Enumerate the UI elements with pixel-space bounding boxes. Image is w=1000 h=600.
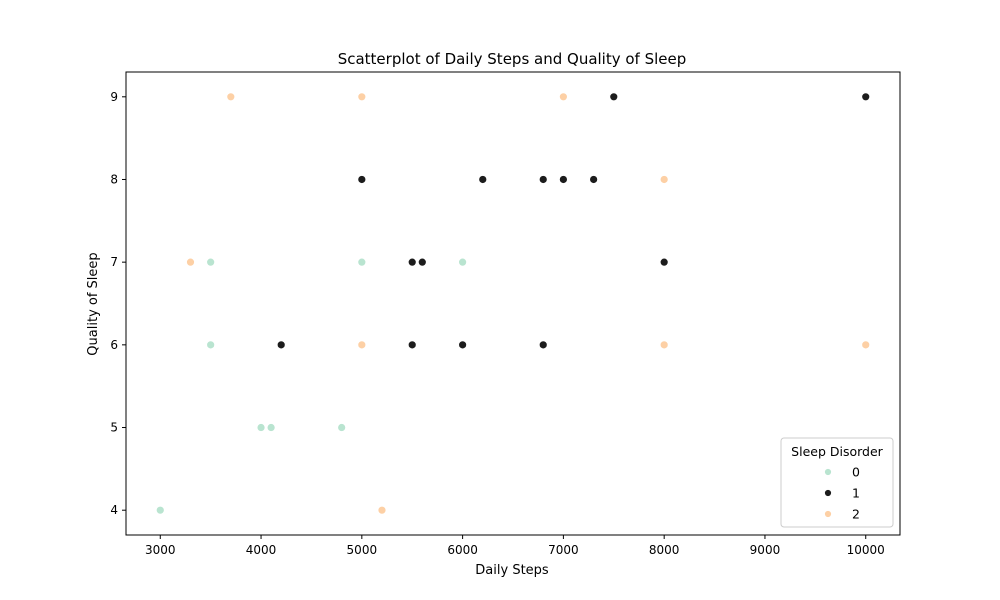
legend-entry-0: 0 — [852, 465, 860, 480]
legend-entry-1: 1 — [852, 486, 860, 501]
y-tick-label: 4 — [110, 503, 118, 517]
legend-marker-0 — [824, 468, 832, 476]
x-tick-label: 3000 — [145, 543, 176, 557]
x-tick-label: 8000 — [649, 543, 680, 557]
scatter-point-series-1 — [538, 175, 548, 184]
scatter-point-series-2 — [226, 92, 236, 102]
scatter-point-series-1 — [407, 340, 417, 350]
scatter-point-series-1 — [407, 257, 417, 267]
scatter-point-series-0 — [155, 505, 165, 515]
plot-area: 3000 4000 5000 6000 7000 8000 9000 10000 4 5 6 7 8 9 — [110, 71, 901, 557]
scatter-point-series-1 — [538, 340, 548, 350]
scatter-point-series-1 — [417, 257, 427, 267]
x-tick-label: 10000 — [847, 543, 885, 557]
x-axis-label: Daily Steps — [475, 563, 549, 578]
scatter-point-series-2 — [186, 257, 195, 267]
legend-box — [780, 437, 894, 528]
scatter-point-series-2 — [357, 92, 367, 102]
scatter-point-series-1 — [357, 175, 367, 184]
x-tick-label: 7000 — [548, 543, 579, 557]
scatter-point-series-2 — [861, 340, 871, 350]
scatter-point-series-2 — [357, 340, 367, 350]
scatter-point-series-2 — [659, 175, 669, 184]
scatter-point-series-1 — [589, 175, 599, 184]
scatter-point-series-0 — [357, 257, 367, 267]
scatter-point-series-0 — [337, 423, 347, 432]
scatter-point-series-1 — [609, 92, 619, 102]
scatter-point-series-1 — [478, 175, 488, 184]
legend-title: Sleep Disorder — [791, 444, 883, 459]
scatter-point-series-2 — [558, 92, 568, 102]
x-tick-label: 4000 — [246, 543, 277, 557]
chart-title: Scatterplot of Daily Steps and Quality o… — [338, 50, 687, 68]
legend-marker-1 — [824, 489, 832, 497]
legend: Sleep Disorder 0 1 2 — [780, 437, 894, 528]
y-tick-label: 5 — [110, 421, 118, 435]
x-tick-label: 6000 — [447, 543, 478, 557]
y-tick-label: 9 — [110, 90, 118, 104]
scatter-point-series-0 — [206, 257, 216, 267]
y-tick-label: 6 — [110, 338, 118, 352]
scatter-point-series-0 — [458, 257, 468, 267]
x-tick-label: 9000 — [750, 543, 781, 557]
legend-marker-2 — [824, 510, 832, 518]
scatter-point-series-1 — [458, 340, 468, 350]
scatter-point-series-0 — [206, 340, 216, 350]
scatter-point-series-1 — [276, 340, 286, 350]
y-tick-label: 7 — [110, 255, 118, 269]
plot-frame — [125, 71, 901, 536]
y-axis-label: Quality of Sleep — [86, 252, 101, 355]
x-tick-label: 5000 — [347, 543, 378, 557]
scatter-point-series-1 — [659, 257, 669, 267]
scatter-point-series-0 — [266, 423, 276, 432]
scatter-point-series-0 — [256, 423, 266, 432]
legend-entry-2: 2 — [852, 507, 860, 522]
scatter-point-series-1 — [558, 175, 568, 184]
y-tick-label: 8 — [110, 172, 118, 186]
scatter-point-series-2 — [377, 505, 387, 515]
scatter-point-series-2 — [659, 340, 669, 350]
scatter-point-series-1 — [861, 92, 871, 102]
